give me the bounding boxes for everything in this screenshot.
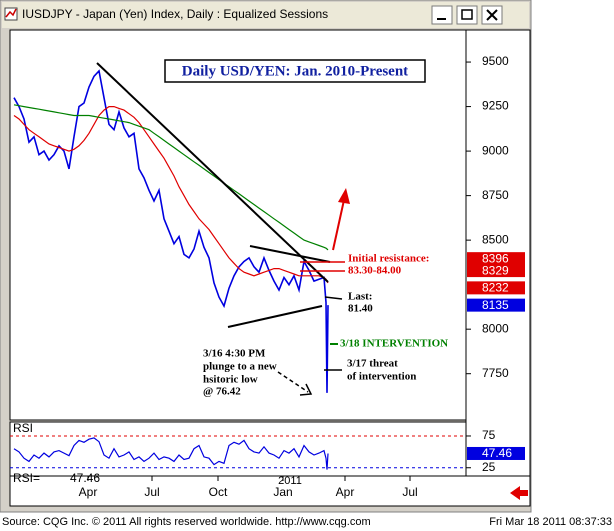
y-tick-label: 8750 — [482, 188, 509, 202]
rsi-pane — [9, 421, 467, 477]
x-tick-label: Jan — [273, 485, 292, 499]
series-line — [13, 69, 329, 393]
plot-layer: 9500 9250 9000 8750 8500 8000 7750 75 25 — [10, 54, 509, 474]
y-tick-label: 75 — [482, 428, 496, 442]
arrow-shaft — [332, 199, 345, 251]
y-tick-label: 8500 — [482, 232, 509, 246]
x-tick-label: Jul — [402, 485, 417, 499]
x-tick-label: Apr — [79, 485, 98, 499]
annotation: Last: — [348, 291, 372, 303]
x-tick-label: Oct — [209, 485, 228, 499]
price-marker-label: 8135 — [482, 298, 509, 312]
pointer — [277, 371, 309, 393]
annotation: plunge to a new — [203, 361, 277, 373]
close-glyph — [486, 9, 498, 21]
price-marker — [467, 298, 525, 312]
minimize-button[interactable] — [431, 5, 453, 25]
pane-label: RSI — [13, 421, 33, 435]
annotation: hsitoric low — [203, 374, 258, 386]
price-marker-label: 8329 — [482, 263, 509, 277]
annotation: @ 76.42 — [203, 386, 241, 398]
icon-glyph — [5, 8, 17, 18]
price-marker — [467, 252, 525, 266]
value-label-name: RSI= — [13, 471, 40, 485]
x-tick-label: Jul — [144, 485, 159, 499]
value-marker-label: 47.46 — [482, 446, 512, 460]
arrow-head — [338, 188, 350, 204]
value-label: 47.46 — [70, 471, 100, 485]
annotation: 3/17 threat — [347, 358, 398, 370]
price-marker — [467, 264, 525, 278]
time-axis-pane — [9, 475, 531, 507]
x-tick-label: Apr — [336, 485, 355, 499]
annotation: 81.40 — [348, 303, 373, 315]
annotation: 3/16 4:30 PM — [203, 348, 266, 360]
y-tick-label: 9250 — [482, 99, 509, 113]
trend-line — [249, 245, 331, 263]
y-tick-label: 25 — [482, 460, 496, 474]
y-tick-label: 7750 — [482, 366, 509, 380]
maximize-glyph — [461, 9, 473, 20]
title-box — [164, 59, 426, 83]
price-marker — [467, 281, 525, 295]
price-marker-label: 8232 — [482, 281, 509, 295]
chart-title: Daily USD/YEN: Jan. 2010-Present — [182, 63, 408, 79]
y-tick-label: 9500 — [482, 54, 509, 68]
footer-timestamp: Fri Mar 18 2011 08:37:33 — [489, 516, 612, 528]
annotation: Initial resistance: — [348, 253, 429, 265]
series-line — [13, 437, 329, 470]
window-buttons[interactable] — [431, 5, 503, 25]
annotation: 83.30-84.00 — [348, 265, 402, 277]
nav-arrow[interactable] — [510, 486, 528, 500]
footer-source: Source: CQG Inc. © 2011 All rights reser… — [2, 516, 371, 528]
window-title: IUSDJPY - Japan (Yen) Index, Daily : Equ… — [22, 7, 328, 21]
y-tick-label: 9000 — [482, 143, 509, 157]
series-line — [13, 105, 329, 284]
maximize-button[interactable] — [456, 5, 478, 25]
trend-line — [96, 62, 329, 283]
series-line — [13, 104, 329, 251]
annotation: 3/18 INTERVENTION — [340, 338, 448, 350]
pointer-head — [299, 383, 313, 396]
price-marker-label: 8396 — [482, 251, 509, 265]
trend-line — [227, 305, 323, 328]
value-marker — [467, 446, 525, 460]
annotation: of intervention — [347, 371, 416, 383]
pointer — [324, 296, 343, 300]
year-label: 2011 — [278, 475, 302, 487]
y-tick-label: 8000 — [482, 321, 509, 335]
